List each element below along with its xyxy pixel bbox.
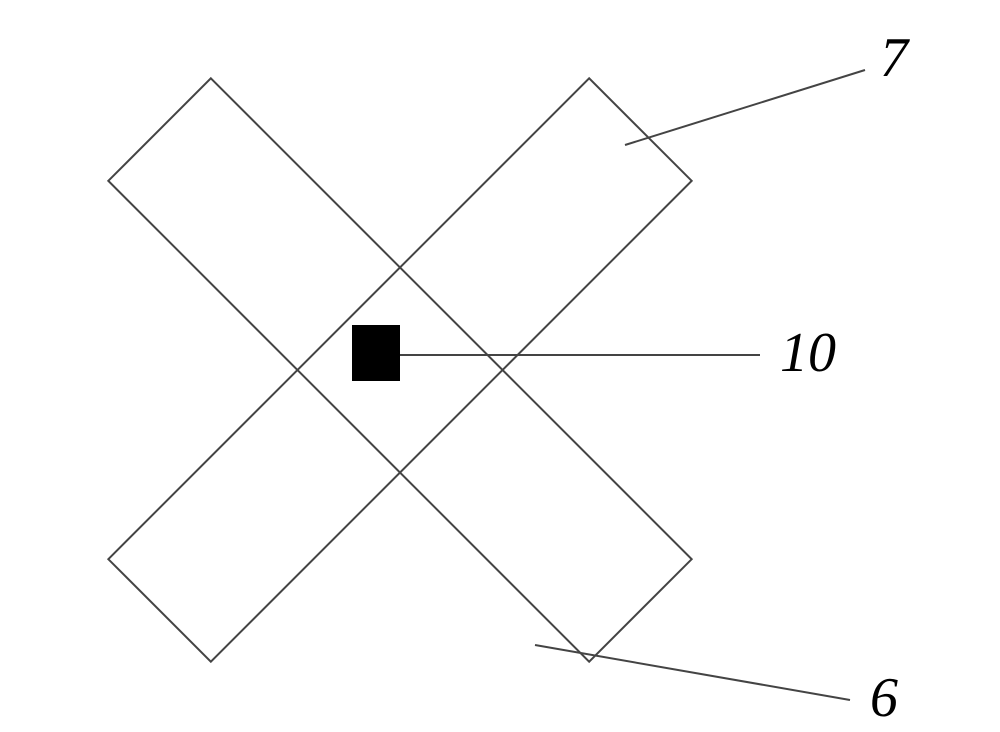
label-7: 7 (880, 26, 908, 90)
label-6: 6 (870, 666, 898, 730)
diagram-canvas (0, 0, 1000, 732)
leader-line-2 (535, 645, 850, 700)
label-10: 10 (780, 321, 836, 385)
center-marker (352, 325, 400, 381)
leader-line-0 (625, 70, 865, 145)
